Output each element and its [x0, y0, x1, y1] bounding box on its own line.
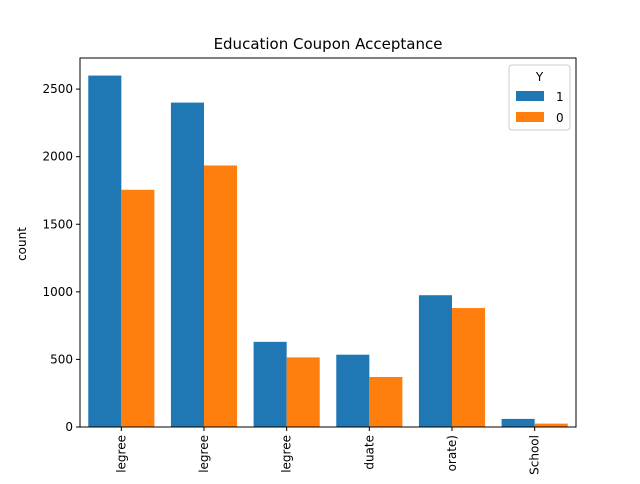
legend-label-0: 0 — [556, 111, 564, 125]
x-tick-label-0: legree — [114, 435, 128, 473]
plot-frame — [79, 57, 577, 428]
y-axis-ticks: 0 500 1000 1500 2000 2500 — [42, 82, 80, 434]
bar-0-3 — [369, 376, 403, 427]
bar-1-3 — [336, 354, 370, 427]
legend-swatch-1 — [516, 91, 544, 101]
legend-label-1: 1 — [556, 90, 564, 104]
y-tick-label-4: 2000 — [42, 150, 73, 164]
bar-0-4 — [452, 308, 486, 427]
y-tick-label-5: 2500 — [42, 82, 73, 96]
y-tick-label-0: 0 — [65, 420, 73, 434]
bar-1-1 — [170, 102, 204, 427]
bars-group — [88, 75, 568, 427]
bar-1-5 — [501, 418, 535, 427]
x-tick-label-5: School — [528, 435, 542, 475]
chart-title: Education Coupon Acceptance — [214, 35, 443, 53]
bar-1-0 — [88, 75, 122, 427]
x-tick-label-3: duate — [362, 435, 376, 470]
x-tick-label-4: orate) — [445, 435, 459, 471]
x-tick-label-2: legree — [280, 435, 294, 473]
bar-1-2 — [253, 341, 287, 427]
y-tick-label-1: 500 — [50, 352, 73, 366]
bar-0-2 — [286, 357, 320, 427]
x-axis-ticks: legree legree legree duate orate) School — [114, 427, 542, 475]
y-tick-label-3: 1500 — [42, 217, 73, 231]
bar-1-4 — [418, 295, 452, 427]
legend: Y1 0 — [508, 64, 571, 131]
y-axis-label: count — [15, 227, 29, 261]
bar-0-1 — [204, 165, 238, 427]
legend-title: Y — [535, 70, 544, 84]
y-tick-label-2: 1000 — [42, 285, 73, 299]
bar-0-0 — [121, 189, 155, 427]
legend-swatch-0 — [516, 112, 544, 122]
x-tick-label-1: legree — [197, 435, 211, 473]
bar-0-5 — [534, 423, 568, 427]
